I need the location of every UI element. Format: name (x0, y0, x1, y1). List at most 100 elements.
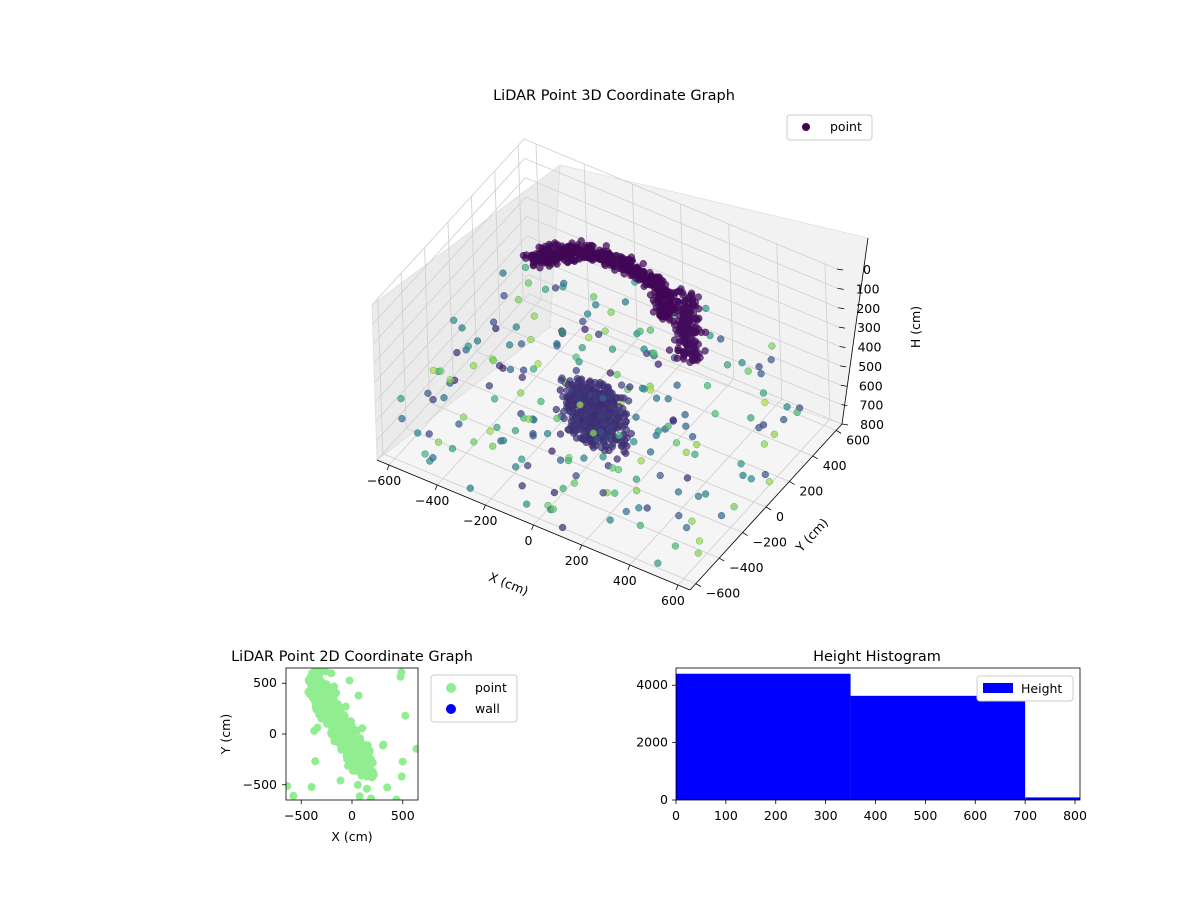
point-3d (397, 395, 405, 403)
point-3d (517, 389, 525, 397)
point-3d (793, 408, 801, 417)
point-2d (354, 691, 363, 700)
point-2d (330, 682, 339, 691)
point-2d (396, 672, 405, 681)
point-3d (541, 285, 550, 293)
z-tick-label-3d: 500 (858, 359, 882, 374)
point-2d (286, 782, 292, 790)
point-3d (767, 356, 775, 364)
point-3d (429, 366, 438, 375)
point-3d (529, 262, 538, 270)
y-tick-label-3d: 200 (799, 483, 823, 498)
point-3d (669, 318, 678, 326)
z-axis-label-3d: H (cm) (908, 306, 923, 348)
point-3d (519, 366, 528, 374)
point-3d (694, 492, 703, 500)
point-2d (336, 776, 345, 785)
point-3d (601, 420, 609, 428)
x-tick-label-3d: −600 (367, 473, 401, 488)
point-2d (321, 668, 330, 676)
point-2d (289, 791, 298, 800)
point-3d (556, 386, 564, 394)
point-3d (437, 367, 445, 375)
z-tick-label-3d: 700 (859, 398, 883, 413)
point-2d (344, 761, 353, 770)
point-3d (680, 355, 688, 363)
point-3d (524, 279, 533, 287)
point-3d (572, 427, 580, 435)
point-3d (599, 489, 607, 497)
point-3d (589, 293, 598, 301)
point-3d (570, 249, 578, 257)
y-tick-mark-3d (695, 583, 702, 587)
point-2d (354, 763, 363, 771)
point-3d (616, 409, 624, 417)
point-3d (576, 401, 584, 409)
point-2d (392, 795, 401, 800)
point-3d (744, 367, 752, 375)
point-3d (654, 559, 662, 567)
point-3d (601, 327, 609, 335)
point-2d (412, 744, 418, 753)
point-3d (534, 360, 542, 368)
point-3d (682, 523, 691, 532)
point-3d (688, 298, 697, 307)
points-3d (397, 237, 804, 567)
z-axis-line (841, 237, 869, 425)
y-tick-mark-3d (812, 455, 818, 460)
point-3d (527, 336, 535, 344)
point-3d (650, 349, 658, 357)
x-tick-mark-3d (675, 584, 679, 591)
point-2d (362, 784, 371, 793)
point-3d (596, 428, 605, 436)
grid-line-z (371, 138, 838, 306)
point-3d (554, 254, 563, 262)
point-3d (622, 418, 630, 426)
point-3d (464, 342, 472, 350)
z-tick-label-3d: 300 (857, 320, 881, 335)
point-3d (506, 365, 515, 374)
point-3d (703, 382, 712, 390)
point-3d (459, 413, 468, 421)
point-2d (383, 783, 392, 792)
point-3d (601, 436, 610, 445)
point-3d (570, 479, 579, 487)
point-3d (646, 386, 655, 394)
point-3d (691, 328, 699, 336)
point-3d (528, 251, 536, 259)
point-3d (632, 413, 640, 421)
histogram-frame (675, 667, 1081, 801)
point-3d (580, 454, 588, 462)
legend-hist-label: Height (1021, 681, 1062, 696)
point-3d (450, 316, 458, 324)
histogram-bar (1025, 797, 1080, 800)
y-tick-label-3d: −600 (706, 586, 740, 601)
histogram-bars (676, 673, 1080, 800)
point-3d (760, 440, 769, 448)
point-3d (556, 245, 564, 254)
point-3d (765, 478, 774, 486)
point-3d (434, 438, 443, 446)
point-3d (529, 430, 537, 438)
point-2d (355, 792, 364, 800)
point-3d (638, 384, 647, 392)
point-3d (575, 358, 583, 366)
z-tick-mark-3d (840, 365, 847, 368)
point-3d (759, 389, 768, 397)
z-tick-mark-3d (838, 326, 845, 329)
x-tick-label-hist: 0 (672, 808, 680, 823)
point-3d (617, 394, 625, 402)
point-2d (308, 669, 317, 678)
point-3d (676, 301, 684, 309)
point-3d (473, 337, 482, 345)
z-tick-label-3d: 100 (856, 281, 880, 296)
point-2d (311, 690, 320, 699)
point-3d (499, 269, 507, 277)
point-3d (682, 422, 690, 430)
point-3d (592, 419, 600, 427)
chart-2d-scatter: LiDAR Point 2D Coordinate Graph −500−500… (218, 649, 518, 844)
point-3d (493, 423, 501, 432)
point-3d (521, 263, 530, 272)
y-tick-mark-3d (835, 430, 842, 434)
